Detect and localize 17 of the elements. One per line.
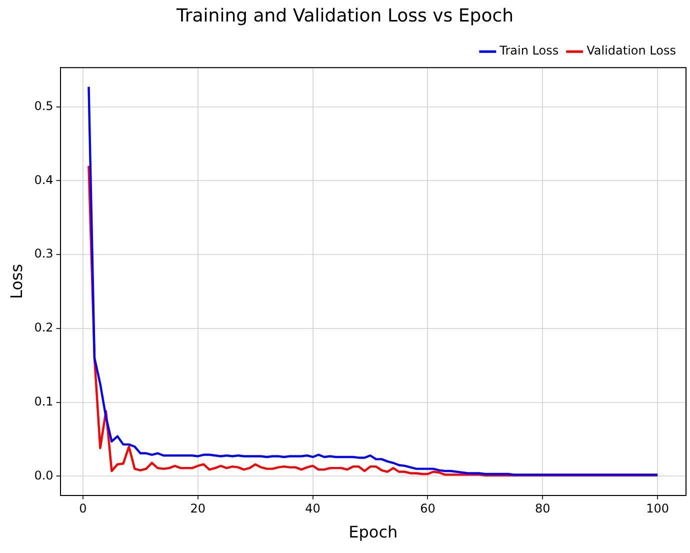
x-axis-title: Epoch: [348, 522, 398, 542]
y-tick-label: 0.1: [34, 394, 54, 408]
x-tick-label: 20: [190, 502, 206, 516]
y-axis-title: Loss: [6, 264, 26, 300]
chart-title: Training and Validation Loss vs Epoch: [175, 5, 514, 26]
y-tick-label: 0.2: [34, 320, 54, 335]
x-tick-label: 80: [535, 502, 550, 516]
legend-label: Validation Loss: [586, 44, 676, 58]
x-tick-label: 40: [305, 502, 320, 516]
y-tick-label: 0.3: [34, 246, 54, 261]
y-tick-label: 0.5: [34, 98, 54, 113]
x-tick-label: 0: [79, 502, 87, 516]
legend-label: Train Loss: [498, 44, 559, 58]
y-tick-label: 0.0: [34, 468, 54, 482]
x-tick-label: 60: [420, 502, 436, 516]
y-tick-label: 0.4: [34, 172, 54, 187]
x-tick-label: 100: [646, 502, 670, 516]
